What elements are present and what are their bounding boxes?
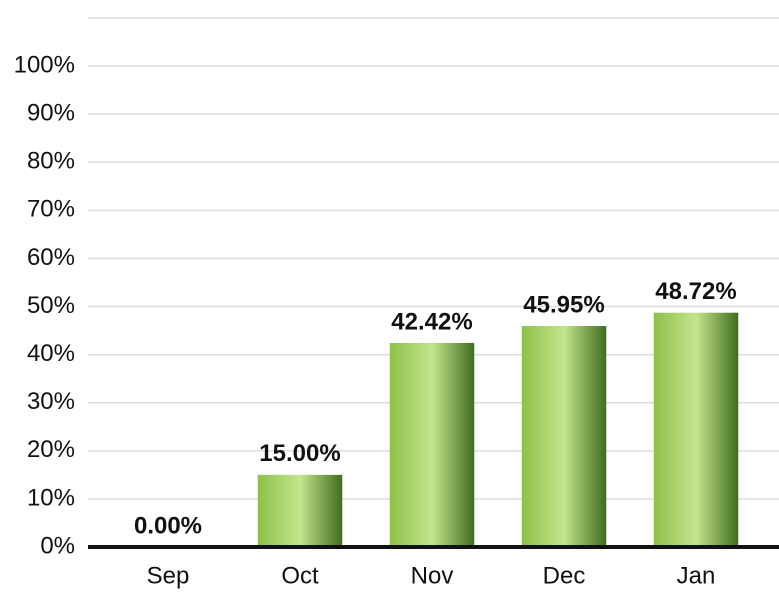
y-tick-label: 60% [27,244,75,271]
data-label: 15.00% [259,440,340,467]
x-tick-label: Dec [543,562,586,589]
x-tick-label: Sep [147,562,190,589]
bar [389,342,475,547]
data-label: 42.42% [391,308,472,335]
y-tick-label: 40% [27,340,75,367]
y-tick-label: 80% [27,148,75,175]
data-label: 0.00% [134,512,202,539]
x-tick-label: Nov [411,562,454,589]
y-tick-label: 70% [27,196,75,223]
bar [653,312,739,547]
x-tick-label: Oct [281,562,319,589]
y-tick-label: 20% [27,436,75,463]
data-label: 48.72% [655,278,736,305]
y-tick-label: 100% [14,51,75,78]
x-tick-label: Jan [677,562,716,589]
y-tick-label: 30% [27,388,75,415]
y-tick-label: 90% [27,100,75,127]
y-tick-label: 50% [27,292,75,319]
bar [521,326,607,547]
y-tick-label: 10% [27,484,75,511]
data-label: 45.95% [523,291,604,318]
y-tick-label: 0% [40,532,75,559]
bar [257,474,343,547]
